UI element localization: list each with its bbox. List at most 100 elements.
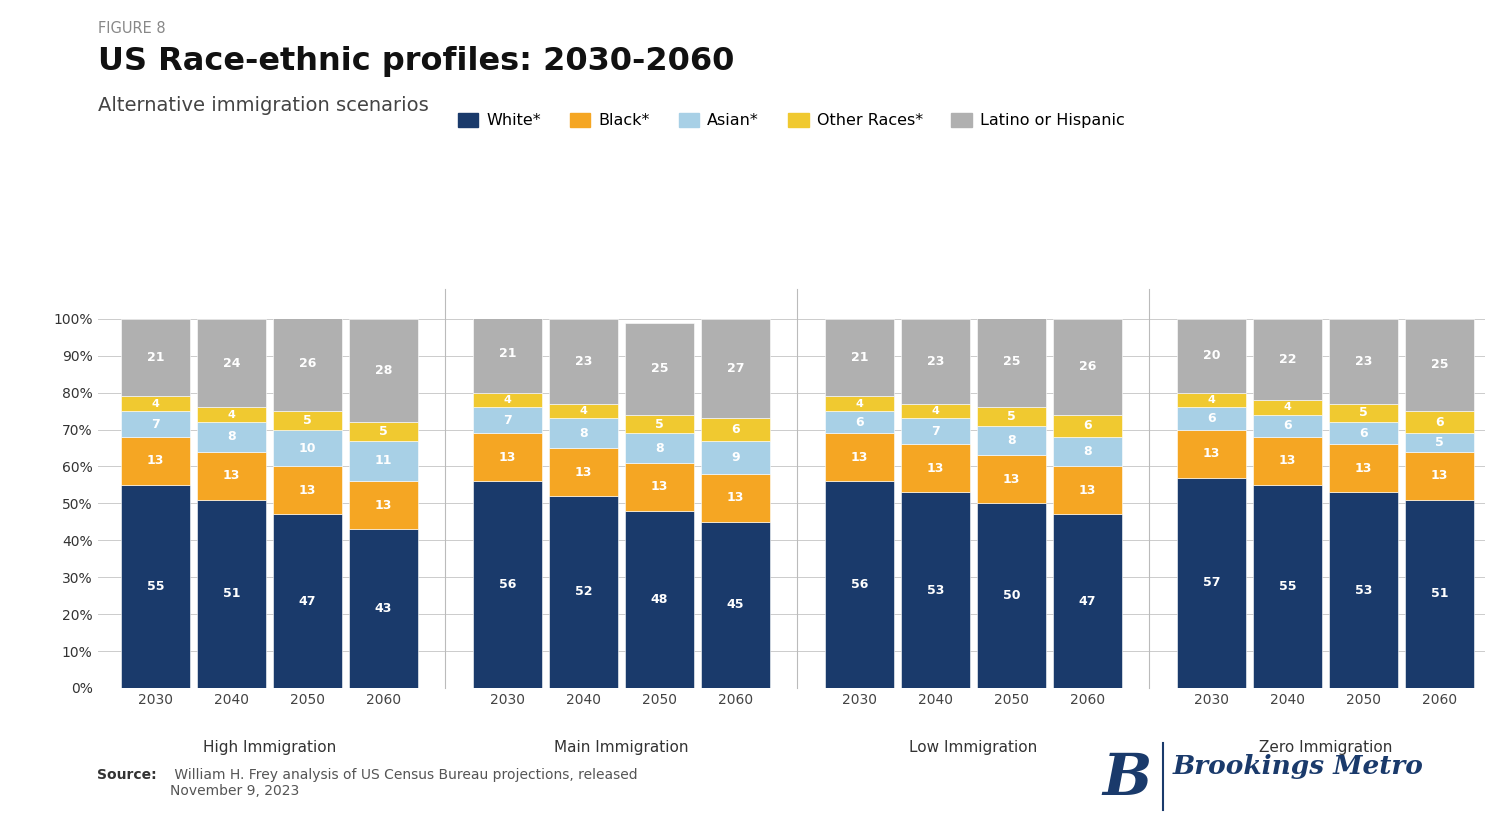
Bar	[825, 396, 894, 411]
Bar	[350, 319, 417, 422]
Bar	[825, 482, 894, 688]
Text: 43: 43	[375, 602, 392, 615]
Text: 7: 7	[503, 414, 512, 427]
Text: 13: 13	[1203, 447, 1219, 460]
Text: 13: 13	[1354, 461, 1372, 475]
Legend: White*, Black*, Asian*, Other Races*, Latino or Hispanic: White*, Black*, Asian*, Other Races*, La…	[458, 112, 1125, 128]
Bar	[902, 492, 969, 688]
Bar	[273, 466, 342, 514]
Text: 20: 20	[1203, 349, 1219, 362]
Text: 53: 53	[927, 584, 944, 597]
Text: 5: 5	[303, 414, 312, 427]
Text: 4: 4	[855, 399, 864, 409]
Text: Low Immigration: Low Immigration	[909, 740, 1038, 754]
Text: 24: 24	[222, 357, 240, 370]
Bar	[549, 319, 618, 404]
Bar	[1406, 411, 1473, 433]
Text: 23: 23	[1354, 355, 1372, 367]
Bar	[825, 433, 894, 482]
Text: 5: 5	[1359, 406, 1368, 420]
Bar	[1329, 422, 1398, 445]
Bar	[1406, 319, 1473, 411]
Text: 4: 4	[932, 406, 939, 416]
Text: 50: 50	[1002, 589, 1020, 602]
Text: 56: 56	[850, 578, 868, 591]
Text: 51: 51	[1431, 587, 1448, 601]
Bar	[1053, 437, 1122, 466]
Text: 4: 4	[152, 399, 159, 409]
Bar	[1178, 408, 1245, 430]
Bar	[273, 315, 342, 411]
Bar	[1406, 500, 1473, 688]
Bar	[474, 315, 542, 393]
Bar	[198, 451, 266, 500]
Text: 47: 47	[1078, 595, 1096, 607]
Text: 13: 13	[147, 455, 164, 467]
Bar	[1178, 430, 1245, 477]
Text: 13: 13	[574, 466, 592, 478]
Text: 13: 13	[224, 469, 240, 482]
Text: 13: 13	[1431, 469, 1448, 482]
Bar	[350, 482, 417, 529]
Text: 56: 56	[500, 578, 516, 591]
Bar	[825, 411, 894, 433]
Text: 8: 8	[1083, 446, 1092, 458]
Bar	[549, 404, 618, 419]
Text: 21: 21	[498, 347, 516, 361]
Bar	[976, 426, 1046, 456]
Text: Source:: Source:	[98, 768, 158, 782]
Bar	[350, 440, 417, 482]
Text: 13: 13	[1002, 473, 1020, 486]
Text: 51: 51	[222, 587, 240, 601]
Text: 26: 26	[298, 357, 316, 370]
Bar	[1329, 492, 1398, 688]
Text: 8: 8	[1007, 434, 1016, 447]
Bar	[1329, 404, 1398, 422]
Text: 13: 13	[728, 492, 744, 504]
Text: US Race-ethnic profiles: 2030-2060: US Race-ethnic profiles: 2030-2060	[98, 46, 734, 77]
Bar	[1178, 393, 1245, 408]
Bar	[626, 322, 693, 414]
Text: 55: 55	[147, 580, 164, 593]
Text: 21: 21	[850, 351, 868, 364]
Bar	[1252, 400, 1322, 414]
Bar	[350, 422, 417, 440]
Bar	[474, 393, 542, 408]
Text: 55: 55	[1278, 580, 1296, 593]
Text: 25: 25	[1431, 358, 1448, 372]
Text: 4: 4	[504, 395, 512, 405]
Bar	[976, 408, 1046, 426]
Text: 48: 48	[651, 593, 668, 606]
Text: 8: 8	[656, 441, 664, 455]
Text: 47: 47	[298, 595, 316, 607]
Text: 27: 27	[726, 362, 744, 375]
Bar	[626, 414, 693, 433]
Text: 25: 25	[651, 362, 668, 375]
Text: FIGURE 8: FIGURE 8	[98, 21, 165, 36]
Bar	[1053, 466, 1122, 514]
Text: 6: 6	[1436, 415, 1443, 429]
Bar	[1252, 414, 1322, 437]
Bar	[902, 419, 969, 445]
Bar	[122, 396, 189, 411]
Bar	[1252, 319, 1322, 400]
Text: High Immigration: High Immigration	[202, 740, 336, 754]
Bar	[1406, 451, 1473, 500]
Bar	[976, 503, 1046, 688]
Bar	[825, 319, 894, 396]
Text: 6: 6	[1208, 412, 1215, 425]
Bar	[198, 319, 266, 408]
Text: 4: 4	[1208, 395, 1215, 405]
Text: 7: 7	[152, 418, 160, 430]
Bar	[626, 433, 693, 463]
Bar	[1406, 433, 1473, 451]
Text: 21: 21	[147, 351, 164, 364]
Text: 5: 5	[380, 425, 388, 438]
Text: 6: 6	[1083, 420, 1092, 432]
Bar	[702, 522, 770, 688]
Text: 23: 23	[574, 355, 592, 367]
Bar	[626, 463, 693, 511]
Bar	[122, 485, 189, 688]
Text: 13: 13	[1278, 455, 1296, 467]
Text: 5: 5	[1007, 410, 1016, 423]
